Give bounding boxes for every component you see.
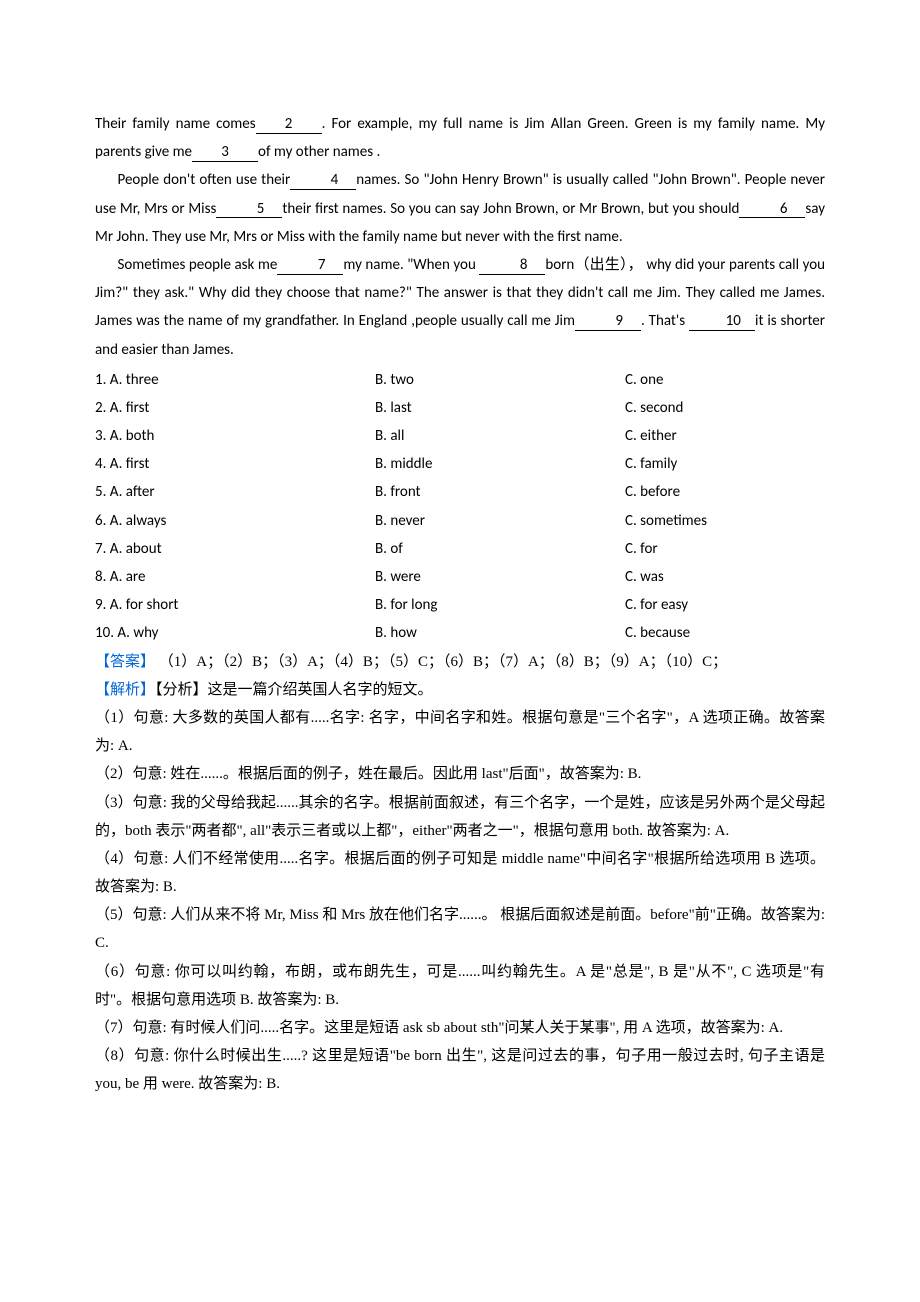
analysis-item: （6）句意: 你可以叫约翰，布朗，或布朗先生，可是......叫约翰先生。A 是…	[95, 958, 825, 1014]
choice-b: B. never	[375, 507, 625, 535]
answer-block: 【答案】 （1）A；（2）B；（3）A；（4）B；（5）C；（6）B；（7）A；…	[95, 648, 825, 676]
page: Their family name comes2. For example, m…	[0, 0, 920, 1159]
blank-10: 10	[689, 314, 755, 331]
passage-line-2: People don't often use their4names. So "…	[95, 166, 825, 251]
choice-a: A. are	[110, 568, 146, 586]
choice-a: A. first	[110, 455, 150, 473]
choice-b: B. were	[375, 563, 625, 591]
choices-block: 1. A. three B. two C. one 2. A. first B.…	[95, 366, 825, 648]
analysis-item: （7）句意: 有时候人们问.....名字。这里是短语 ask sb about …	[95, 1014, 825, 1042]
choice-a: A. always	[110, 512, 167, 530]
choice-b: B. of	[375, 535, 625, 563]
choice-c: C. family	[625, 450, 825, 478]
choice-row: 9. A. for short B. for long C. for easy	[95, 591, 825, 619]
choice-row: 2. A. first B. last C. second	[95, 394, 825, 422]
text: their first names. So you can say John B…	[282, 200, 739, 218]
blank-2: 2	[256, 117, 322, 134]
choice-num: 9	[95, 596, 103, 614]
choice-row: 1. A. three B. two C. one	[95, 366, 825, 394]
choice-num: 8	[95, 568, 103, 586]
choice-row: 10. A. why B. how C. because	[95, 619, 825, 647]
choice-num: 7	[95, 540, 103, 558]
analysis-item: （1）句意: 大多数的英国人都有.....名字: 名字，中间名字和姓。根据句意是…	[95, 704, 825, 760]
text: Sometimes people ask me	[118, 256, 278, 274]
choice-b: B. front	[375, 478, 625, 506]
analysis-label: 【解析】	[95, 682, 155, 698]
choice-c: C. was	[625, 563, 825, 591]
choice-c: C. because	[625, 619, 825, 647]
answer-text: （1）A；（2）B；（3）A；（4）B；（5）C；（6）B；（7）A；（8）B；…	[155, 654, 727, 670]
blank-4: 4	[290, 173, 356, 190]
choice-row: 4. A. first B. middle C. family	[95, 450, 825, 478]
passage-line-3: Sometimes people ask me7my name. "When y…	[95, 251, 825, 364]
answer-label: 【答案】	[95, 654, 155, 670]
choice-a: A. about	[110, 540, 162, 558]
blank-6: 6	[739, 202, 805, 219]
choice-row: 8. A. are B. were C. was	[95, 563, 825, 591]
blank-5: 5	[216, 202, 282, 219]
choice-row: 3. A. both B. all C. either	[95, 422, 825, 450]
choice-b: B. how	[375, 619, 625, 647]
text: my name. "When you	[343, 256, 479, 274]
choice-num: 2	[95, 399, 103, 417]
choice-row: 7. A. about B. of C. for	[95, 535, 825, 563]
choice-b: B. for long	[375, 591, 625, 619]
blank-9: 9	[575, 314, 641, 331]
choice-a: A. three	[110, 371, 159, 389]
choice-a: A. both	[110, 427, 155, 445]
choice-b: B. middle	[375, 450, 625, 478]
choice-row: 6. A. always B. never C. sometimes	[95, 507, 825, 535]
blank-7: 7	[277, 258, 343, 275]
analysis-intro: 【解析】【分析】这是一篇介绍英国人名字的短文。	[95, 676, 825, 704]
analysis-item: （4）句意: 人们不经常使用.....名字。根据后面的例子可知是 middle …	[95, 845, 825, 901]
choice-a: A. first	[110, 399, 150, 417]
choice-num: 3	[95, 427, 103, 445]
text: of my other names .	[258, 143, 380, 161]
blank-8: 8	[479, 258, 545, 275]
choice-c: C. one	[625, 366, 825, 394]
analysis-item: （8）句意: 你什么时候出生.....? 这里是短语"be born 出生", …	[95, 1042, 825, 1098]
choice-c: C. second	[625, 394, 825, 422]
choice-c: C. before	[625, 478, 825, 506]
choice-row: 5. A. after B. front C. before	[95, 478, 825, 506]
choice-a: A. for short	[110, 596, 179, 614]
analysis-item: （3）句意: 我的父母给我起......其余的名字。根据前面叙述，有三个名字，一…	[95, 789, 825, 845]
choice-c: C. sometimes	[625, 507, 825, 535]
choice-c: C. for easy	[625, 591, 825, 619]
text: . That's	[641, 312, 689, 330]
choice-a: A. why	[117, 624, 158, 642]
text: Their family name comes	[95, 115, 256, 133]
choice-b: B. two	[375, 366, 625, 394]
choice-num: 5	[95, 483, 103, 501]
choice-num: 10	[95, 624, 110, 642]
choice-c: C. for	[625, 535, 825, 563]
text: People don't often use their	[118, 171, 291, 189]
choice-c: C. either	[625, 422, 825, 450]
choice-b: B. all	[375, 422, 625, 450]
passage-line-1: Their family name comes2. For example, m…	[95, 110, 825, 166]
analysis-item: （2）句意: 姓在......。根据后面的例子，姓在最后。因此用 last"后面…	[95, 760, 825, 788]
choice-a: A. after	[110, 483, 155, 501]
choice-b: B. last	[375, 394, 625, 422]
analysis-intro-text: 【分析】这是一篇介绍英国人名字的短文。	[155, 682, 433, 698]
analysis-item: （5）句意: 人们从来不将 Mr, Miss 和 Mrs 放在他们名字.....…	[95, 901, 825, 957]
choice-num: 1	[95, 371, 103, 389]
choice-num: 4	[95, 455, 103, 473]
choice-num: 6	[95, 512, 103, 530]
blank-3: 3	[192, 145, 258, 162]
